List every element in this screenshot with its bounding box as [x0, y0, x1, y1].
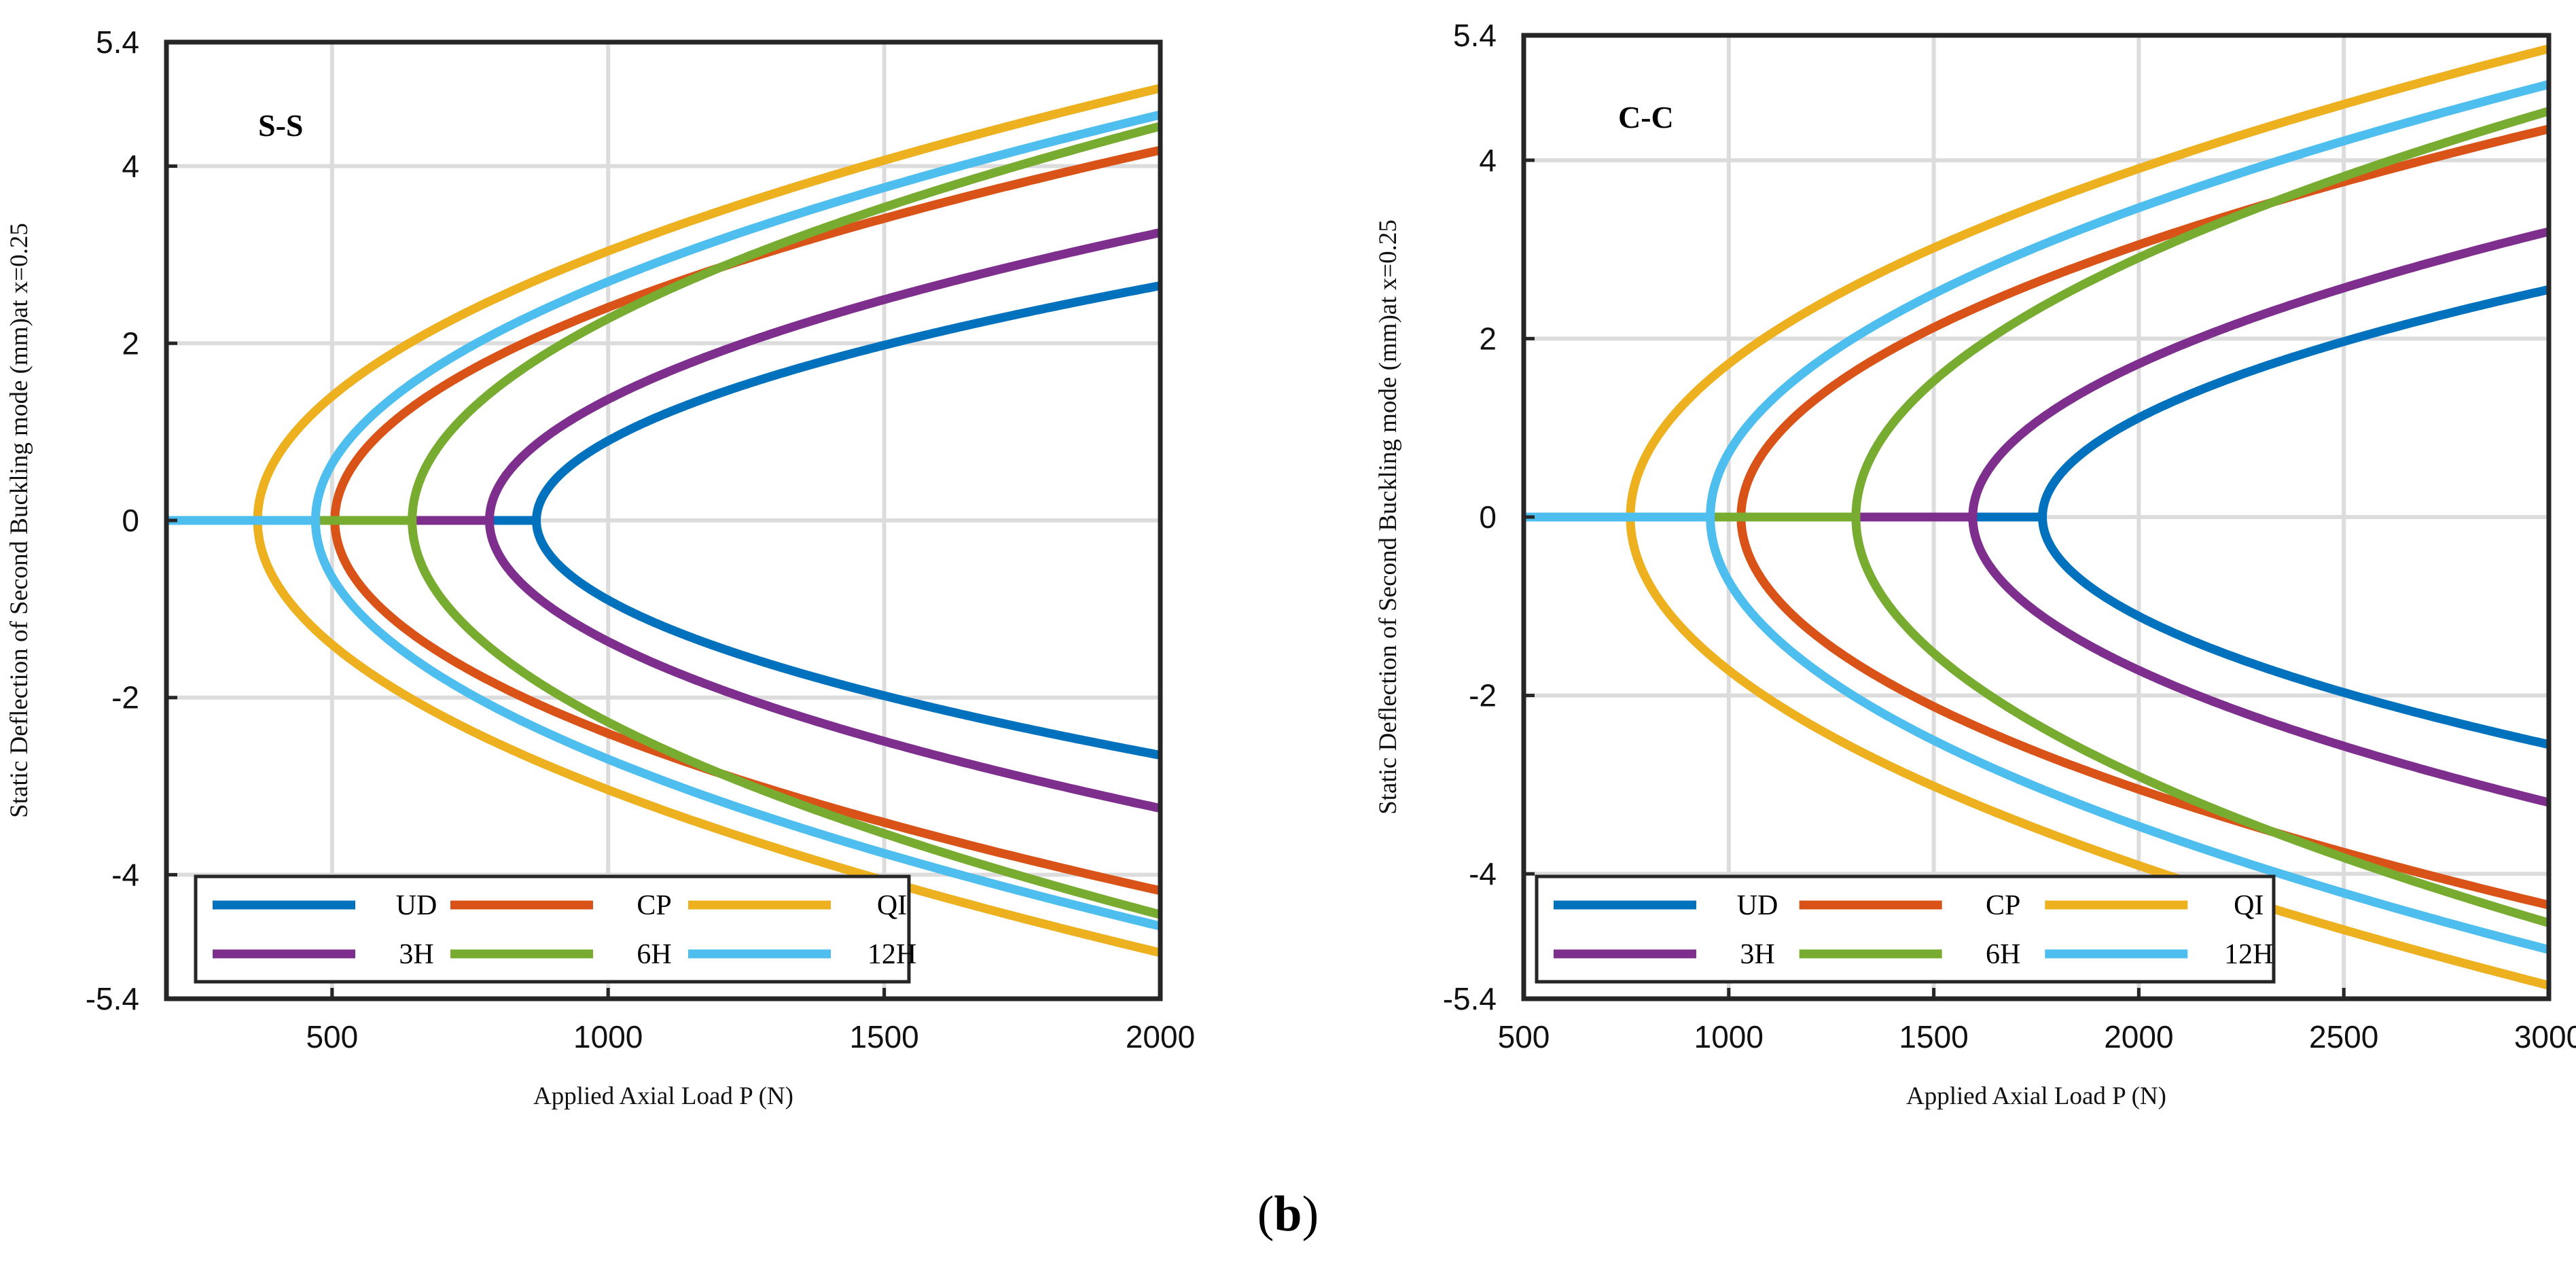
legend-label-3H: 3H [1740, 939, 1774, 970]
y-tick-label: 5.4 [1453, 18, 1497, 53]
legend-label-QI: QI [877, 890, 907, 921]
legend: UD CP QI 3H 6H 12H [194, 874, 916, 984]
legend-label-CP: CP [1986, 890, 2020, 921]
y-tick-label: 2 [1479, 321, 1497, 356]
series-3H-upper-branch [485, 228, 1162, 524]
series-UD-upper-branch [532, 281, 1162, 525]
series-6H-upper-branch [408, 122, 1162, 524]
y-tick-label: 5.4 [96, 24, 139, 60]
legend-label-QI: QI [2234, 890, 2264, 921]
series-12H-lower-branch [310, 517, 1162, 931]
y-tick-label: 4 [122, 149, 139, 184]
x-tick-label: 2000 [1126, 1019, 1195, 1054]
x-tick-label: 500 [1498, 1019, 1550, 1054]
series-UD-upper-branch [2038, 285, 2550, 521]
series-6H-lower-branch [1851, 514, 2550, 927]
legend-label-12H: 12H [867, 939, 916, 970]
chart-panel-cc: 500 1000 1500 2000 2500 3000 -5.4 -4 -2 0 2 4 5.4 App… [1374, 18, 2576, 1110]
y-tick-label: -5.4 [86, 981, 139, 1016]
legend-box [1535, 874, 2276, 984]
series-12H-lower-branch [1706, 514, 2550, 955]
series-6H-lower-branch [408, 517, 1162, 919]
x-tick-label: 3000 [2514, 1019, 2576, 1054]
y-tick-label: -4 [111, 857, 139, 892]
series-QI-upper-branch [1626, 44, 2550, 520]
x-axis-label: Applied Axial Load P (N) [533, 1082, 793, 1110]
y-tick-label: 0 [122, 503, 139, 538]
figure-caption: (b) [0, 1186, 2576, 1243]
legend-label-12H: 12H [2224, 939, 2273, 970]
series-3H-lower-branch [1968, 514, 2550, 807]
series-3H-upper-branch [1968, 227, 2550, 520]
series-12H-upper-branch [1706, 79, 2550, 520]
series-UD-lower-branch [2038, 513, 2550, 749]
x-axis-label: Applied Axial Load P (N) [1906, 1082, 2166, 1110]
legend: UD CP QI 3H 6H 12H [1535, 874, 2276, 984]
caption-close: ) [1302, 1186, 1319, 1242]
y-axis-label: Static Deflection of Second Buckling mod… [5, 223, 33, 818]
legend-label-UD: UD [1737, 890, 1778, 921]
series-CP-upper-branch [330, 145, 1162, 524]
x-tick-label: 1500 [849, 1019, 918, 1054]
x-tick-label: 1000 [573, 1019, 643, 1054]
x-tick-label: 2500 [2309, 1019, 2378, 1054]
series-6H-upper-branch [1851, 107, 2550, 520]
legend-label-6H: 6H [637, 939, 671, 970]
y-tick-label: 2 [122, 325, 139, 361]
panel-label: S-S [258, 108, 303, 143]
y-tick-label: -4 [1469, 856, 1497, 891]
panel-label: C-C [1618, 100, 1674, 135]
caption-open: ( [1257, 1186, 1274, 1242]
y-tick-label: -5.4 [1443, 981, 1497, 1016]
series-CP-lower-branch [330, 517, 1162, 895]
x-tick-label: 500 [306, 1019, 358, 1054]
series-3H-lower-branch [485, 517, 1162, 813]
y-tick-label: -2 [1469, 678, 1497, 713]
y-axis-label: Static Deflection of Second Buckling mod… [1374, 219, 1402, 815]
y-tick-label: 0 [1479, 499, 1497, 535]
legend-label-CP: CP [637, 890, 671, 921]
x-tick-label: 1000 [1694, 1019, 1764, 1054]
series-UD-lower-branch [532, 516, 1162, 760]
legend-label-3H: 3H [399, 939, 433, 970]
series-12H-upper-branch [310, 110, 1162, 524]
y-tick-label: -2 [111, 680, 139, 715]
chart-panel-ss: 500 1000 1500 2000 -5.4 -4 -2 0 2 4 5.4 Applied Axi… [5, 24, 1195, 1110]
legend-box [194, 874, 911, 984]
x-tick-label: 1500 [1899, 1019, 1968, 1054]
y-tick-label: 4 [1479, 143, 1497, 178]
caption-letter: b [1274, 1186, 1302, 1242]
legend-label-6H: 6H [1986, 939, 2020, 970]
legend-label-UD: UD [396, 890, 437, 921]
series-QI-upper-branch [253, 84, 1162, 524]
x-tick-label: 2000 [2104, 1019, 2173, 1054]
